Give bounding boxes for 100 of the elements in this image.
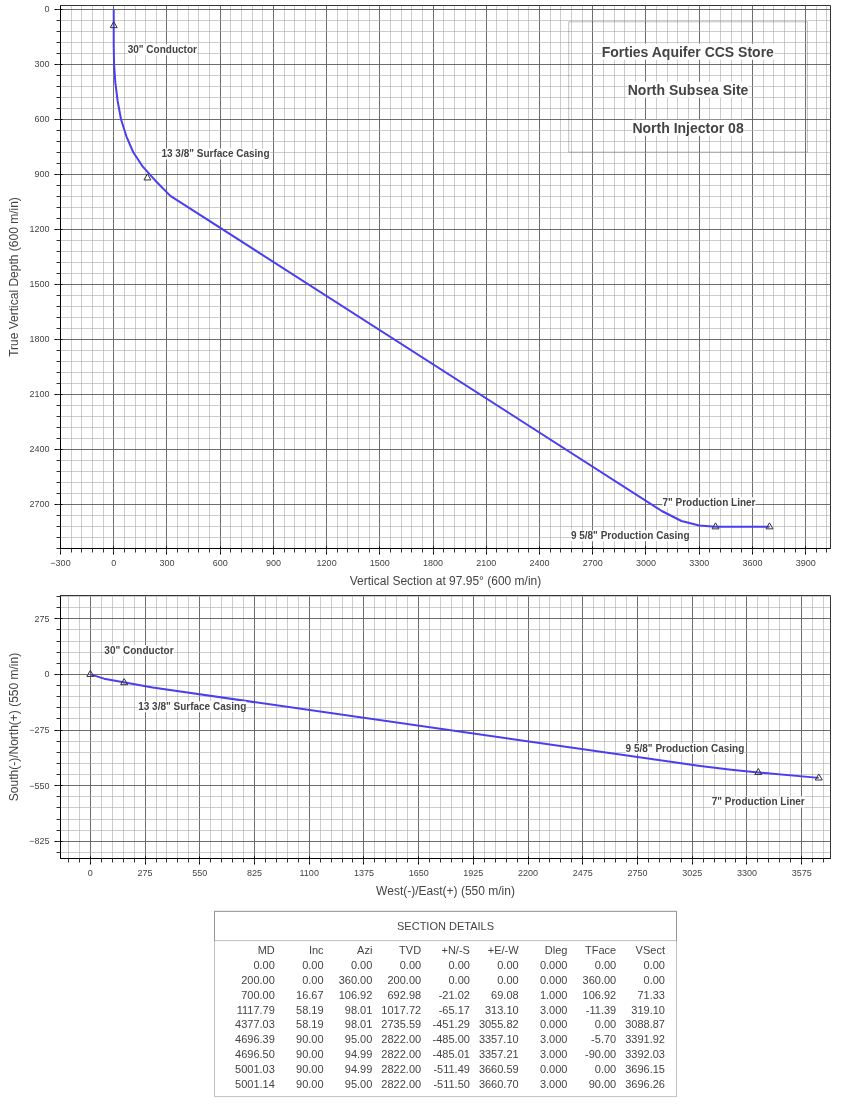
text: 5001.14 [235, 1077, 275, 1090]
x-tick-label: 2400 [529, 557, 550, 568]
text: 0.00 [594, 1018, 617, 1031]
text: 360.00 [338, 973, 373, 986]
x-tick-label: 3900 [795, 557, 816, 568]
text: 2822.00 [381, 1062, 422, 1075]
text: 3.000 [539, 1077, 568, 1090]
category-label: VSect [635, 944, 665, 957]
text: 0.00 [448, 959, 470, 972]
x-tick-label: 2200 [518, 867, 539, 878]
text: 98.01 [344, 1018, 373, 1031]
text: 4696.39 [235, 1033, 275, 1046]
text: North Subsea Site [627, 81, 749, 98]
y-tick-label: 2700 [29, 499, 50, 510]
x-tick-label: −300 [50, 557, 71, 568]
text: 319.10 [631, 1003, 665, 1016]
text: 0.00 [643, 973, 665, 986]
x-tick-label: 3000 [635, 557, 656, 568]
text: -485.01 [432, 1048, 470, 1061]
text: 90.00 [296, 1033, 324, 1046]
text: 3392.03 [625, 1048, 665, 1061]
x-tick-label: 550 [192, 867, 208, 878]
x-tick-label: 1375 [353, 867, 374, 878]
x-tick-label: 1500 [369, 557, 390, 568]
text: -11.39 [585, 1003, 617, 1016]
x-tick-label: 3025 [682, 867, 703, 878]
text: -485.00 [432, 1033, 470, 1046]
x-tick-label: 900 [265, 557, 281, 568]
category-label: Azi [357, 944, 373, 957]
annotation: 13 3/8" Surface Casing [138, 701, 247, 713]
y-tick-label: 1500 [29, 279, 50, 290]
text: 106.92 [338, 988, 373, 1001]
text: 69.08 [491, 988, 519, 1001]
text: 1117.79 [236, 1003, 275, 1016]
y-tick-label: 300 [34, 59, 50, 70]
y-tick-label: 900 [34, 169, 50, 180]
x-tick-label: 1650 [408, 867, 429, 878]
text: 90.00 [296, 1077, 324, 1090]
text: 95.00 [344, 1077, 373, 1090]
text: -65.17 [438, 1003, 470, 1016]
text: Forties Aquifer CCS Store [601, 43, 775, 60]
x-tick-label: 3600 [742, 557, 763, 568]
text: 0.00 [399, 959, 422, 972]
text: 90.00 [588, 1077, 617, 1090]
text: 700.00 [241, 988, 275, 1001]
text: 2822.00 [381, 1048, 422, 1061]
y-tick-label: −825 [29, 836, 50, 847]
y-tick-label: 1800 [29, 334, 50, 345]
text: 106.92 [582, 988, 617, 1001]
annotation: 30" Conductor [127, 44, 198, 56]
text: -90.00 [584, 1048, 617, 1061]
text: 3055.82 [478, 1018, 519, 1031]
annotation: 30" Conductor [104, 644, 174, 656]
y-tick-label: 0 [44, 4, 50, 15]
text: 16.67 [296, 988, 324, 1001]
y-tick-label: 1200 [29, 224, 50, 235]
text: 0.00 [350, 959, 373, 972]
text: 360.00 [582, 973, 617, 986]
x-tick-label: 2100 [476, 557, 497, 568]
text: 3660.59 [478, 1062, 519, 1075]
x-tick-label: 0 [87, 867, 93, 878]
text: 3088.87 [625, 1018, 665, 1031]
category-label: TVD [399, 944, 422, 957]
text: 0.000 [539, 1062, 568, 1075]
text: 3391.92 [625, 1033, 665, 1046]
text: 3357.10 [478, 1033, 519, 1046]
y-tick-label: 2400 [29, 444, 50, 455]
text: 1.000 [539, 988, 568, 1001]
x-tick-label: 3300 [736, 867, 757, 878]
text: 58.19 [296, 1018, 324, 1031]
y-tick-label: −550 [29, 780, 50, 791]
text: 4377.03 [235, 1018, 275, 1031]
text: 200.00 [387, 973, 422, 986]
text: 0.000 [539, 959, 568, 972]
text: 200.00 [241, 973, 275, 986]
x-tick-label: 2700 [582, 557, 603, 568]
y-tick-label: 0 [44, 669, 50, 680]
text: 0.00 [302, 973, 324, 986]
text: 3696.26 [625, 1077, 665, 1090]
text: 0.000 [539, 1018, 568, 1031]
annotation: 7" Production Liner [662, 497, 756, 509]
text: 98.01 [344, 1003, 373, 1016]
y-axis-title: South(-)/North(+) (550 m/in) [7, 652, 22, 802]
category-label: MD [257, 944, 275, 957]
text: 0.00 [253, 959, 275, 972]
x-tick-label: 3575 [791, 867, 812, 878]
y-tick-label: −275 [29, 725, 50, 736]
text: 4696.50 [235, 1048, 275, 1061]
text: 313.10 [485, 1003, 519, 1016]
text: 0.00 [302, 959, 324, 972]
x-tick-label: 2750 [627, 867, 648, 878]
text: 94.99 [344, 1062, 373, 1075]
x-tick-label: 3300 [689, 557, 710, 568]
x-tick-label: 1200 [316, 557, 337, 568]
y-tick-label: 600 [34, 114, 50, 125]
text: 0.00 [497, 973, 519, 986]
text: 0.000 [539, 973, 568, 986]
text: 3696.15 [625, 1062, 665, 1075]
y-tick-label: 2100 [29, 389, 50, 400]
x-tick-label: 275 [137, 867, 153, 878]
